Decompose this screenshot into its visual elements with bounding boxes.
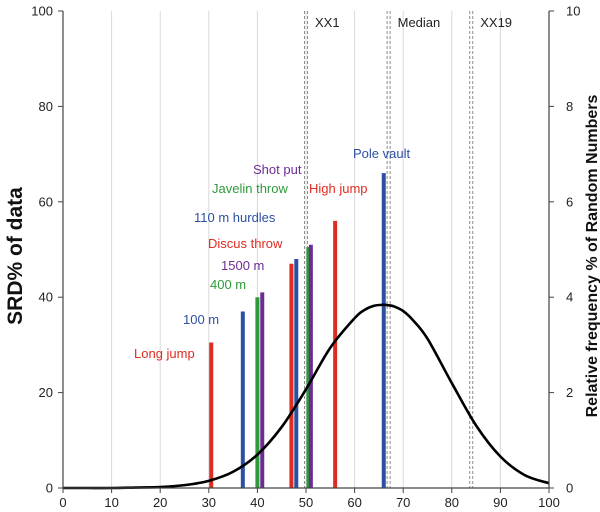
reference-line-label: XX19 — [480, 15, 512, 30]
y2-tick-label: 10 — [566, 4, 580, 19]
x-tick-label: 50 — [299, 495, 313, 510]
y-tick-label: 80 — [39, 99, 53, 114]
event-label: 400 m — [210, 277, 246, 292]
x-tick-label: 0 — [59, 495, 66, 510]
x-tick-label: 70 — [396, 495, 410, 510]
event-label: 110 m hurdles — [194, 210, 276, 225]
x-tick-label: 40 — [250, 495, 264, 510]
y-tick-label: 20 — [39, 385, 53, 400]
event-label: Pole vault — [353, 146, 410, 161]
event-label: High jump — [309, 181, 368, 196]
x-tick-label: 60 — [347, 495, 361, 510]
y-tick-label: 60 — [39, 194, 53, 209]
x-tick-label: 90 — [493, 495, 507, 510]
y2-tick-label: 4 — [566, 290, 573, 305]
event-label: Long jump — [134, 346, 195, 361]
event-label: 100 m — [183, 312, 219, 327]
reference-line-label: XX1 — [315, 15, 340, 30]
y2-tick-label: 8 — [566, 99, 573, 114]
x-tick-label: 80 — [445, 495, 459, 510]
event-label: Javelin throw — [212, 181, 288, 196]
x-tick-label: 30 — [202, 495, 216, 510]
distribution-curve — [63, 303, 550, 490]
reference-lines: XX1 Median XX19 — [304, 11, 512, 488]
y2-tick-label: 6 — [566, 194, 573, 209]
x-tick-label: 10 — [104, 495, 118, 510]
y2-axis-title: Relative frequency % of Random Numbers — [584, 95, 600, 418]
x-tick-label: 20 — [153, 495, 167, 510]
event-bars — [209, 173, 386, 488]
y-axis-title: SRD% of data — [4, 187, 27, 325]
y-tick-label: 40 — [39, 290, 53, 305]
axes: 0 10 20 30 40 50 60 70 80 90 100 0 20 40 60 80 100 0 2 4 6 8 1… — [31, 4, 580, 511]
event-label: Shot put — [253, 162, 302, 177]
x-tick-label: 100 — [538, 495, 560, 510]
frequency-curve — [63, 303, 550, 490]
event-labels: Long jump 100 m 400 m 1500 m Discus throw 110… — [134, 146, 410, 361]
y2-tick-label: 0 — [566, 481, 573, 496]
event-label: 1500 m — [221, 258, 264, 273]
y2-tick-label: 2 — [566, 385, 573, 400]
y-tick-label: 0 — [46, 481, 53, 496]
event-label: Discus throw — [208, 236, 283, 251]
reference-line-label: Median — [398, 15, 441, 30]
y-tick-label: 100 — [31, 4, 53, 19]
